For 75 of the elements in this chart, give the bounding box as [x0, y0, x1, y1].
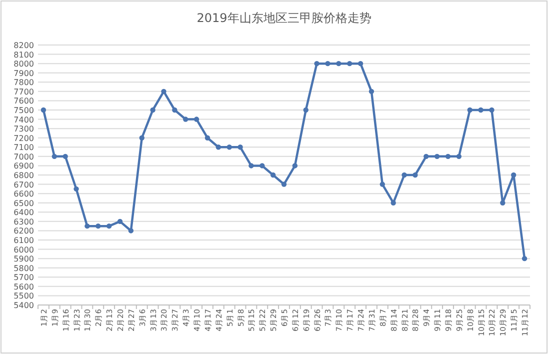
point [336, 60, 342, 66]
point [194, 116, 200, 122]
point [40, 107, 46, 113]
point [358, 60, 364, 66]
point [238, 144, 243, 150]
point [172, 107, 178, 113]
y-tick-label: 8100 [14, 50, 34, 60]
y-tick-label: 6900 [14, 162, 34, 171]
point [368, 88, 374, 94]
point [424, 154, 429, 160]
y-tick-label: 5700 [14, 273, 34, 282]
y-tick-label: 7200 [14, 134, 34, 143]
y-tick-label: 6500 [14, 198, 34, 208]
point [52, 154, 57, 160]
y-tick-label: 6400 [14, 208, 34, 218]
point [489, 107, 494, 113]
point [150, 107, 156, 113]
point [325, 60, 330, 66]
point [161, 88, 166, 94]
point [204, 135, 210, 140]
y-tick-label: 8200 [14, 41, 34, 50]
y-tick-label: 5500 [14, 292, 34, 301]
y-tick-label: 6700 [14, 180, 34, 190]
y-tick-label: 7700 [14, 87, 34, 96]
y-tick-label: 5900 [14, 254, 34, 264]
point [62, 154, 68, 160]
y-tick-label: 7000 [14, 152, 34, 162]
y-tick-label: 7300 [14, 124, 34, 134]
point [522, 256, 528, 262]
point [314, 60, 320, 66]
y-tick-label: 6800 [14, 171, 34, 180]
point [74, 186, 79, 192]
point [270, 172, 276, 178]
point [380, 182, 385, 187]
point [260, 163, 265, 168]
point [183, 116, 188, 122]
point [117, 218, 123, 224]
point [402, 172, 407, 178]
point [390, 200, 396, 206]
point [500, 200, 506, 206]
y-tick-label: 6200 [14, 226, 34, 236]
chart-title: 2019年山东地区三甲胺价格走势 [196, 11, 372, 25]
y-tick-label: 8000 [14, 60, 34, 69]
y-tick-label: 6100 [14, 236, 34, 245]
y-tick-label: 6000 [14, 245, 34, 254]
y-tick-label: 6300 [14, 217, 34, 226]
point [96, 223, 101, 229]
y-tick-label: 5400 [14, 301, 34, 310]
y-tick-label: 7800 [14, 78, 34, 88]
y-tick-label: 5800 [14, 264, 34, 273]
point [292, 163, 298, 168]
point [456, 154, 462, 160]
point [139, 135, 144, 140]
point [106, 223, 112, 229]
point [84, 223, 90, 229]
y-tick-label: 7900 [14, 68, 34, 78]
point [445, 154, 451, 160]
point [128, 228, 134, 234]
y-tick-label: 7400 [14, 115, 34, 124]
y-tick-label: 7100 [14, 143, 34, 152]
point [226, 144, 232, 150]
point [467, 107, 472, 113]
point [347, 60, 352, 66]
y-tick-label: 7600 [14, 96, 34, 106]
point [216, 144, 221, 150]
y-tick-label: 6600 [14, 190, 34, 199]
point [303, 107, 308, 113]
point [248, 163, 254, 168]
point [478, 107, 484, 113]
point [281, 182, 287, 187]
point [412, 172, 418, 178]
y-tick-label: 5600 [14, 282, 34, 292]
point [511, 172, 516, 178]
y-tick-label: 7500 [14, 106, 34, 115]
point [434, 154, 440, 160]
